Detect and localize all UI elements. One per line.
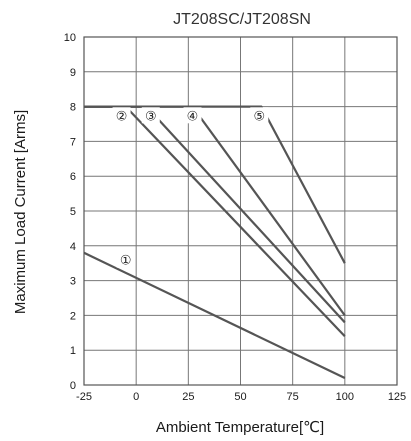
series-line-5 [84,105,346,264]
series-label-1: ① [116,251,135,268]
y-axis-label: Maximum Load Current [Arms] [12,110,29,314]
x-tick-label: 125 [388,391,406,403]
x-tick-label: 0 [133,391,139,403]
series-label-3: ③ [141,107,160,124]
grid [83,36,398,386]
series-label-text: ③ [145,108,157,123]
series-label-text: ④ [187,108,199,123]
y-tick-label: 9 [70,67,76,79]
x-tick-label: 100 [336,391,354,403]
x-tick-label: 25 [182,391,194,403]
series-line-3 [84,105,346,324]
series-label-text: ⑤ [253,108,265,123]
x-axis-label: Ambient Temperature[℃] [156,419,324,436]
x-tick-label: 75 [287,391,299,403]
series-label-2: ② [112,107,131,124]
series-group [83,105,346,379]
y-tick-label: 6 [70,171,76,183]
y-tick-label: 10 [64,32,76,44]
series-label-4: ④ [183,107,202,124]
y-tick-label: 4 [70,241,76,253]
x-tick-label: 50 [234,391,246,403]
series-label-text: ① [120,253,132,268]
y-tick-label: 1 [70,345,76,357]
series-label-text: ② [116,108,128,123]
y-tick-label: 0 [70,380,76,392]
y-tick-label: 5 [70,206,76,218]
y-tick-label: 8 [70,102,76,114]
chart-title: JT208SC/JT208SN [173,11,311,28]
y-tick-label: 3 [70,276,76,288]
plot-frame [83,36,398,386]
series-labels: ① ② ③ ④ ⑤ [112,107,269,268]
y-tick-label: 2 [70,310,76,322]
series-label-5: ⑤ [250,107,269,124]
series-line-1 [83,251,346,379]
x-tick-label: -25 [76,391,92,403]
y-tick-label: 7 [70,136,76,148]
